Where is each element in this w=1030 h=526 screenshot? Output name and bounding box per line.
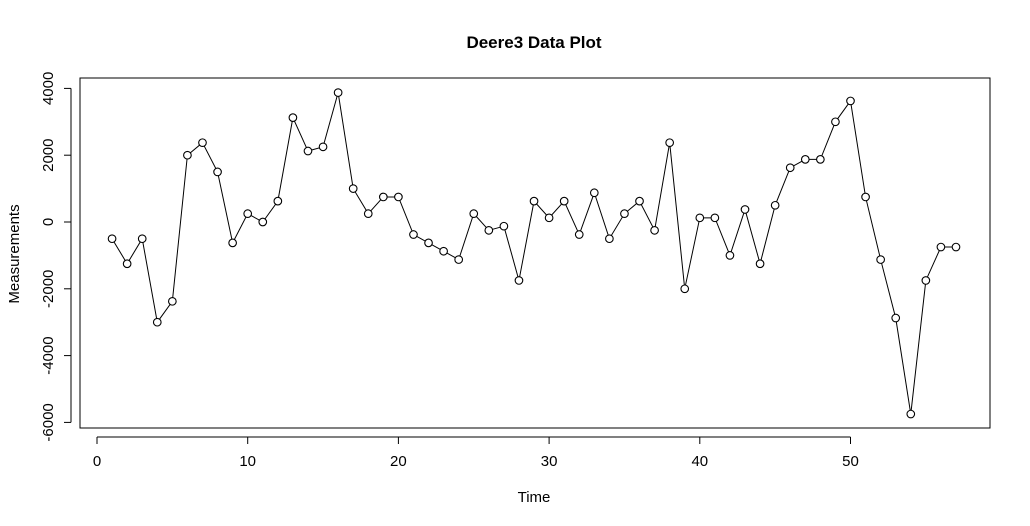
data-point [620, 209, 629, 218]
x-tick-label: 50 [842, 453, 859, 470]
data-point [288, 113, 298, 122]
data-point [831, 117, 840, 127]
data-point [484, 226, 494, 235]
y-tick-label: 4000 [40, 72, 57, 105]
data-point [213, 167, 222, 177]
data-point [846, 96, 855, 106]
data-point [906, 409, 916, 419]
x-tick-label: 30 [541, 453, 558, 470]
data-point [861, 192, 870, 202]
data-point [559, 196, 569, 206]
data-point [589, 188, 599, 198]
data-point [303, 146, 313, 156]
x-axis: 0 10 20 30 40 50 [93, 436, 859, 470]
x-axis-label: Time [518, 489, 551, 506]
data-point [168, 296, 177, 306]
x-tick-label: 10 [239, 453, 256, 470]
data-point [394, 192, 403, 202]
data-point [755, 259, 765, 269]
data-point [363, 209, 373, 218]
data-point [198, 138, 207, 148]
data-point [469, 209, 479, 218]
data-point [258, 217, 268, 227]
data-point [876, 255, 885, 264]
data-point [574, 230, 584, 239]
data-point [107, 234, 117, 244]
y-tick-label: -6000 [40, 403, 57, 441]
chart-title: Deere3 Data Plot [466, 33, 601, 52]
data-point [921, 276, 931, 285]
data-point [951, 242, 961, 252]
data-points [107, 88, 961, 419]
data-point [183, 150, 192, 160]
y-axis: -6000 -4000 -2000 0 2000 4000 [40, 72, 72, 442]
data-point [424, 238, 433, 248]
data-point [544, 213, 554, 223]
data-point [318, 142, 328, 152]
data-point [891, 313, 901, 323]
data-point [454, 255, 464, 264]
data-point [710, 213, 720, 223]
data-point [800, 155, 810, 164]
data-point [273, 196, 283, 206]
data-point [635, 196, 644, 206]
data-point [740, 205, 750, 214]
data-point [695, 213, 705, 223]
y-tick-label: 0 [40, 218, 57, 226]
x-tick-label: 0 [93, 453, 101, 470]
series-line [111, 92, 956, 415]
plot-area-frame [79, 77, 991, 429]
data-point [936, 242, 946, 252]
data-point [650, 226, 659, 235]
data-point [514, 276, 524, 285]
x-tick-label: 40 [691, 453, 708, 470]
y-tick-label: 2000 [40, 139, 57, 172]
data-point [680, 284, 690, 294]
data-point [605, 234, 614, 244]
data-point [378, 192, 388, 202]
data-point [529, 196, 539, 206]
y-axis-label: Measurements [6, 204, 23, 303]
data-point [439, 246, 448, 256]
data-point [348, 184, 358, 193]
data-point [499, 221, 509, 231]
data-point [725, 251, 735, 260]
data-point [785, 163, 795, 173]
data-point [228, 238, 237, 248]
data-point [137, 234, 147, 244]
x-tick-label: 20 [390, 453, 407, 470]
data-point [243, 209, 253, 218]
data-point [665, 138, 675, 148]
data-point [409, 230, 418, 239]
y-tick-label: -2000 [40, 270, 57, 308]
y-tick-label: -4000 [40, 336, 57, 374]
data-point [152, 317, 162, 327]
data-point [333, 88, 343, 97]
data-point [770, 200, 780, 210]
data-point [122, 259, 132, 269]
data-point [816, 155, 825, 164]
